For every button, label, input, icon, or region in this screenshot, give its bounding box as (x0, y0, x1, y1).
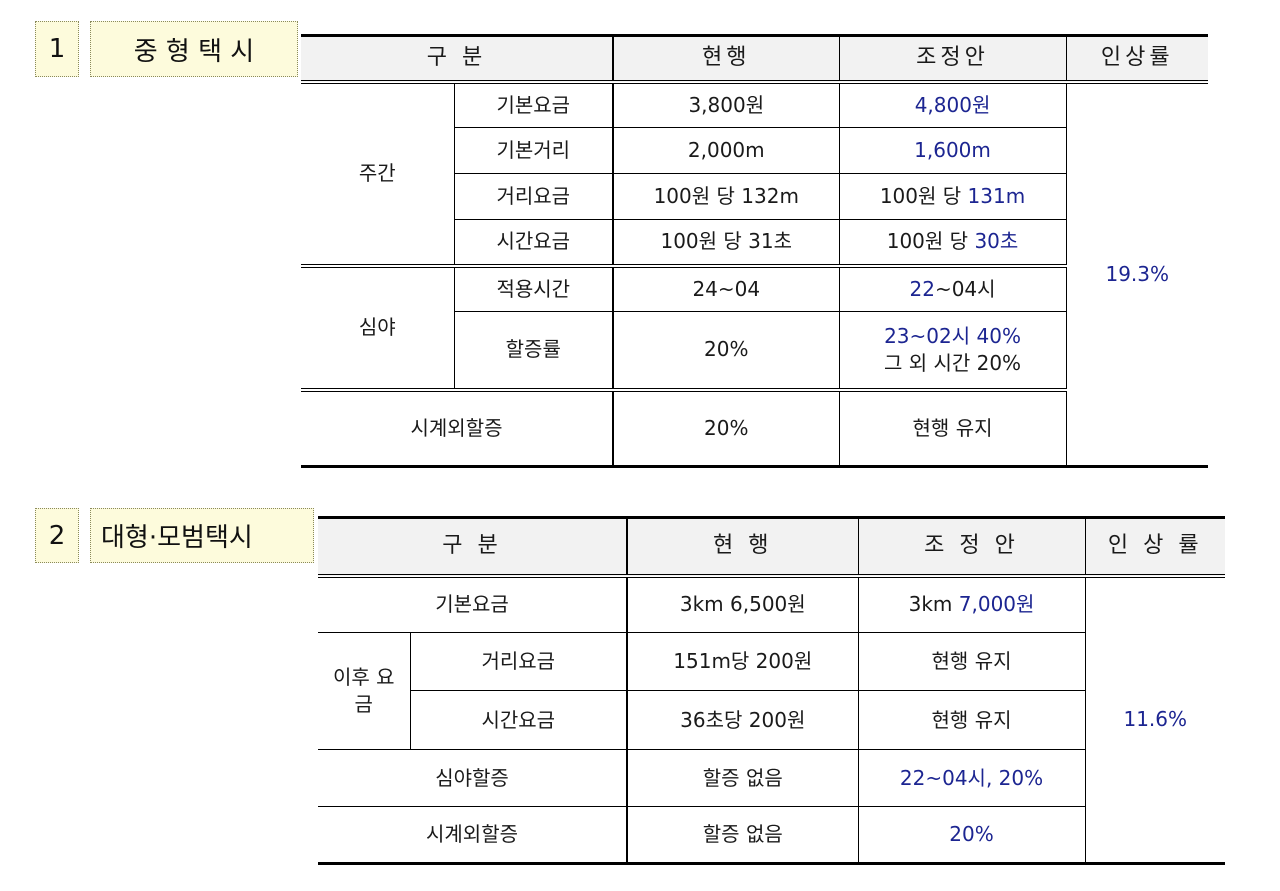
row-item: 시간요금 (454, 219, 614, 268)
row-proposed: 20% (857, 806, 1086, 865)
row-item: 기본거리 (454, 127, 614, 174)
row-current: 100원 당 132m (612, 173, 840, 220)
row-item: 시간요금 (410, 690, 628, 750)
section1-number-text: 1 (48, 34, 66, 64)
row-current: 24~04 (612, 265, 840, 312)
table-header-row: 구 분 현 행 조 정 안 인 상 률 (318, 516, 1226, 578)
table-row: 기본요금 3km 6,500원 3km 7,000원 11.6% (318, 575, 1226, 865)
row-proposed: 4,800원 (838, 81, 1067, 128)
row-current: 151m당 200원 (626, 632, 859, 691)
row-current: 100원 당 31초 (612, 219, 840, 268)
large-taxi-fare-table: 구 분 현 행 조 정 안 인 상 률 기본요금 3km 6,500원 3km … (318, 516, 1226, 865)
row-current: 36초당 200원 (626, 690, 859, 750)
header-category: 구 분 (301, 34, 614, 84)
row-item: 적용시간 (453, 265, 614, 312)
proposed-prefix: 3km (908, 592, 959, 617)
proposed-suffix: ~04시 (934, 276, 996, 301)
after-fare-label: 이후 요금 (318, 632, 411, 750)
row-current: 20% (612, 389, 840, 468)
table-row: 시계외할증 20% 현행 유지 (301, 389, 1208, 468)
header-increase: 인 상 률 (1084, 516, 1226, 578)
row-item: 거리요금 (454, 173, 614, 220)
section1-number: 1 (35, 21, 79, 77)
row-item: 거리요금 (409, 632, 628, 691)
row-proposed: 현행 유지 (857, 632, 1086, 691)
row-current: 2,000m (612, 127, 840, 174)
row-item: 심야할증 (318, 749, 628, 807)
row-item: 시계외할증 (301, 389, 614, 468)
header-proposed: 조 정 안 (857, 516, 1086, 578)
row-current: 20% (612, 311, 840, 392)
increase-rate: 11.6% (1084, 575, 1226, 865)
table-row: 이후 요금 거리요금 151m당 200원 현행 유지 (318, 632, 1225, 750)
header-current: 현 행 (626, 516, 859, 578)
proposed-value: 22 (909, 276, 935, 301)
row-proposed: 23~02시 40% 그 외 시간 20% (838, 311, 1067, 392)
proposed-value: 30초 (974, 229, 1019, 254)
increase-rate: 19.3% (1065, 81, 1209, 468)
day-label: 주간 (301, 81, 455, 268)
table-row: 심야 적용시간 24~04 22~04시 (301, 265, 1208, 392)
header-category: 구 분 (318, 516, 628, 578)
row-item: 기본요금 (318, 575, 628, 633)
section2-title: 대형·모범택시 (90, 508, 314, 563)
night-label: 심야 (301, 265, 455, 392)
proposed-line1: 23~02시 40% (884, 323, 1021, 348)
header-increase: 인상률 (1065, 34, 1209, 84)
row-current: 3,800원 (612, 81, 840, 128)
proposed-value: 7,000원 (958, 592, 1035, 617)
section1-title: 중 형 택 시 (90, 21, 298, 77)
proposed-line2: 그 외 시간 20% (883, 350, 1022, 375)
row-proposed: 22~04시 (838, 265, 1067, 312)
row-proposed: 3km 7,000원 (857, 575, 1086, 633)
header-proposed: 조정안 (838, 34, 1067, 84)
row-item: 시계외할증 (318, 806, 628, 865)
row-proposed: 현행 유지 (857, 690, 1086, 750)
table-row: 시계외할증 할증 없음 20% (318, 806, 1225, 865)
midsize-taxi-fare-table: 구 분 현행 조정안 인상률 주간 기본요금 3,800원 4,800원 19.… (301, 34, 1209, 468)
row-proposed: 100원 당 30초 (838, 219, 1067, 268)
header-current: 현행 (612, 34, 840, 84)
row-item: 할증률 (454, 311, 614, 392)
table-row: 시간요금 36초당 200원 현행 유지 (318, 690, 1225, 750)
row-current: 할증 없음 (626, 806, 859, 865)
row-proposed: 현행 유지 (838, 389, 1067, 468)
table-row: 시간요금 100원 당 31초 100원 당 30초 (301, 219, 1208, 268)
section1-title-text: 중 형 택 시 (133, 36, 255, 67)
table-row: 주간 기본요금 3,800원 4,800원 19.3% (301, 81, 1209, 468)
section2-number-text: 2 (48, 520, 66, 551)
row-proposed: 100원 당 131m (838, 173, 1067, 220)
row-current: 3km 6,500원 (626, 575, 859, 633)
proposed-prefix: 100원 당 (886, 229, 975, 254)
row-proposed: 22~04시, 20% (857, 749, 1086, 807)
section2-title-text: 대형·모범택시 (101, 523, 253, 553)
row-current: 할증 없음 (626, 749, 859, 807)
row-item: 기본요금 (453, 81, 614, 128)
proposed-prefix: 100원 당 (879, 184, 968, 208)
section2-number: 2 (35, 508, 79, 563)
table-row: 심야할증 할증 없음 22~04시, 20% (318, 749, 1225, 807)
table-row: 할증률 20% 23~02시 40% 그 외 시간 20% (301, 311, 1208, 392)
proposed-value: 131m (967, 184, 1026, 208)
table-row: 거리요금 100원 당 132m 100원 당 131m (301, 173, 1208, 220)
table-header-row: 구 분 현행 조정안 인상률 (301, 34, 1209, 84)
table-row: 기본거리 2,000m 1,600m (301, 127, 1208, 174)
row-proposed: 1,600m (838, 127, 1067, 174)
